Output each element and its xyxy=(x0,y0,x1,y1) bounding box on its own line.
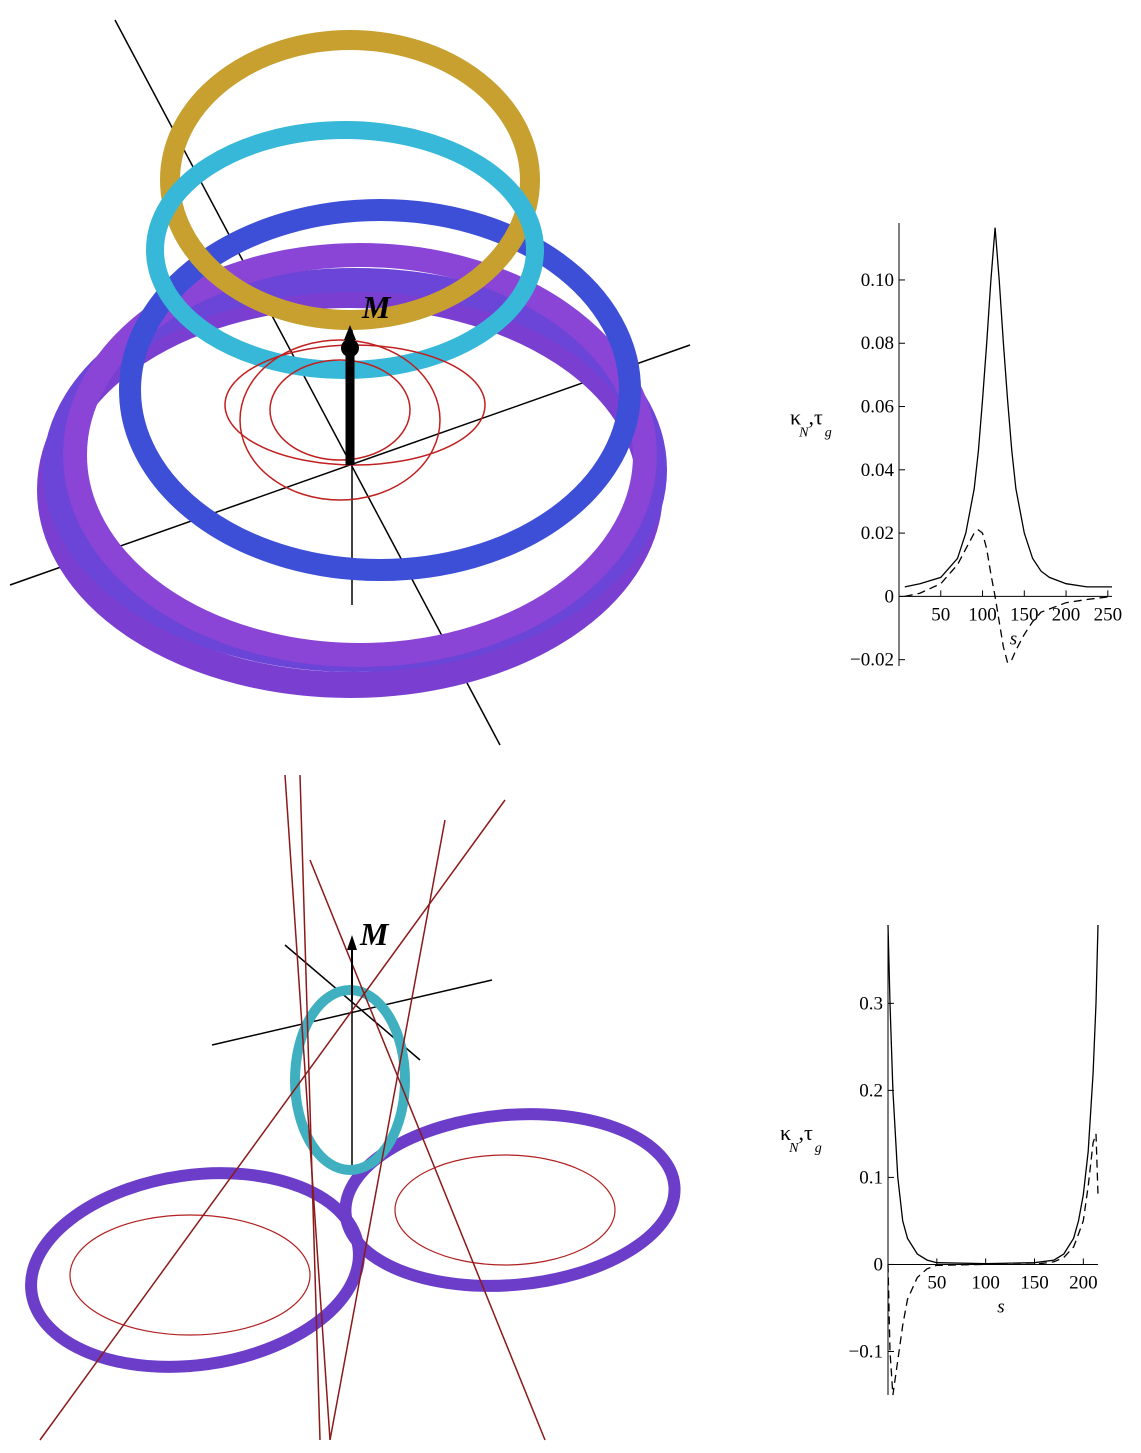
series-line xyxy=(904,529,1113,664)
y-label-part: N xyxy=(798,426,809,441)
x-tick-label: 50 xyxy=(931,604,950,625)
y-label-part: ,τ xyxy=(798,1120,813,1145)
y-tick-label: 0 xyxy=(874,1254,884,1275)
x-tick-label: 200 xyxy=(1069,1272,1098,1293)
illustration-top xyxy=(9,19,691,746)
series-line xyxy=(887,924,1099,1265)
y-tick-label: 0 xyxy=(885,586,895,607)
y-tick-label: 0.04 xyxy=(861,460,895,481)
y-tick-label: −0.02 xyxy=(850,650,894,671)
y-tick-label: 0.08 xyxy=(861,333,894,354)
y-tick-label: 0.3 xyxy=(859,993,883,1014)
y-axis-label: κ N,τg xyxy=(780,1120,822,1156)
y-tick-label: 0.02 xyxy=(861,523,894,544)
y-label-part: N xyxy=(788,1141,799,1156)
y-tick-label: 0.06 xyxy=(861,397,894,418)
x-axis-label: s xyxy=(1010,628,1017,649)
y-label-part: g xyxy=(815,1141,822,1156)
x-tick-label: 100 xyxy=(971,1272,1000,1293)
y-label-part: κ xyxy=(780,1120,791,1145)
y-axis-label: κ N,τg xyxy=(790,405,832,441)
y-label-part: ,τ xyxy=(808,405,823,430)
series-line xyxy=(904,227,1112,588)
x-tick-label: 150 xyxy=(1010,604,1039,625)
x-tick-label: 100 xyxy=(968,604,997,625)
illustration-bottom xyxy=(25,774,681,1441)
y-tick-label: 0.10 xyxy=(861,270,894,291)
x-tick-label: 50 xyxy=(927,1272,946,1293)
m-label: M xyxy=(359,916,390,952)
y-tick-label: 0.1 xyxy=(859,1167,883,1188)
y-tick-label: 0.2 xyxy=(859,1080,883,1101)
m-label: M xyxy=(361,289,392,325)
x-tick-label: 250 xyxy=(1094,604,1123,625)
y-label-part: κ xyxy=(790,405,801,430)
x-axis-label: s xyxy=(997,1296,1004,1317)
x-tick-label: 200 xyxy=(1052,604,1081,625)
x-tick-label: 150 xyxy=(1020,1272,1049,1293)
series-line xyxy=(887,1133,1099,1396)
y-label-part: g xyxy=(825,426,832,441)
y-tick-label: −0.1 xyxy=(849,1341,883,1362)
